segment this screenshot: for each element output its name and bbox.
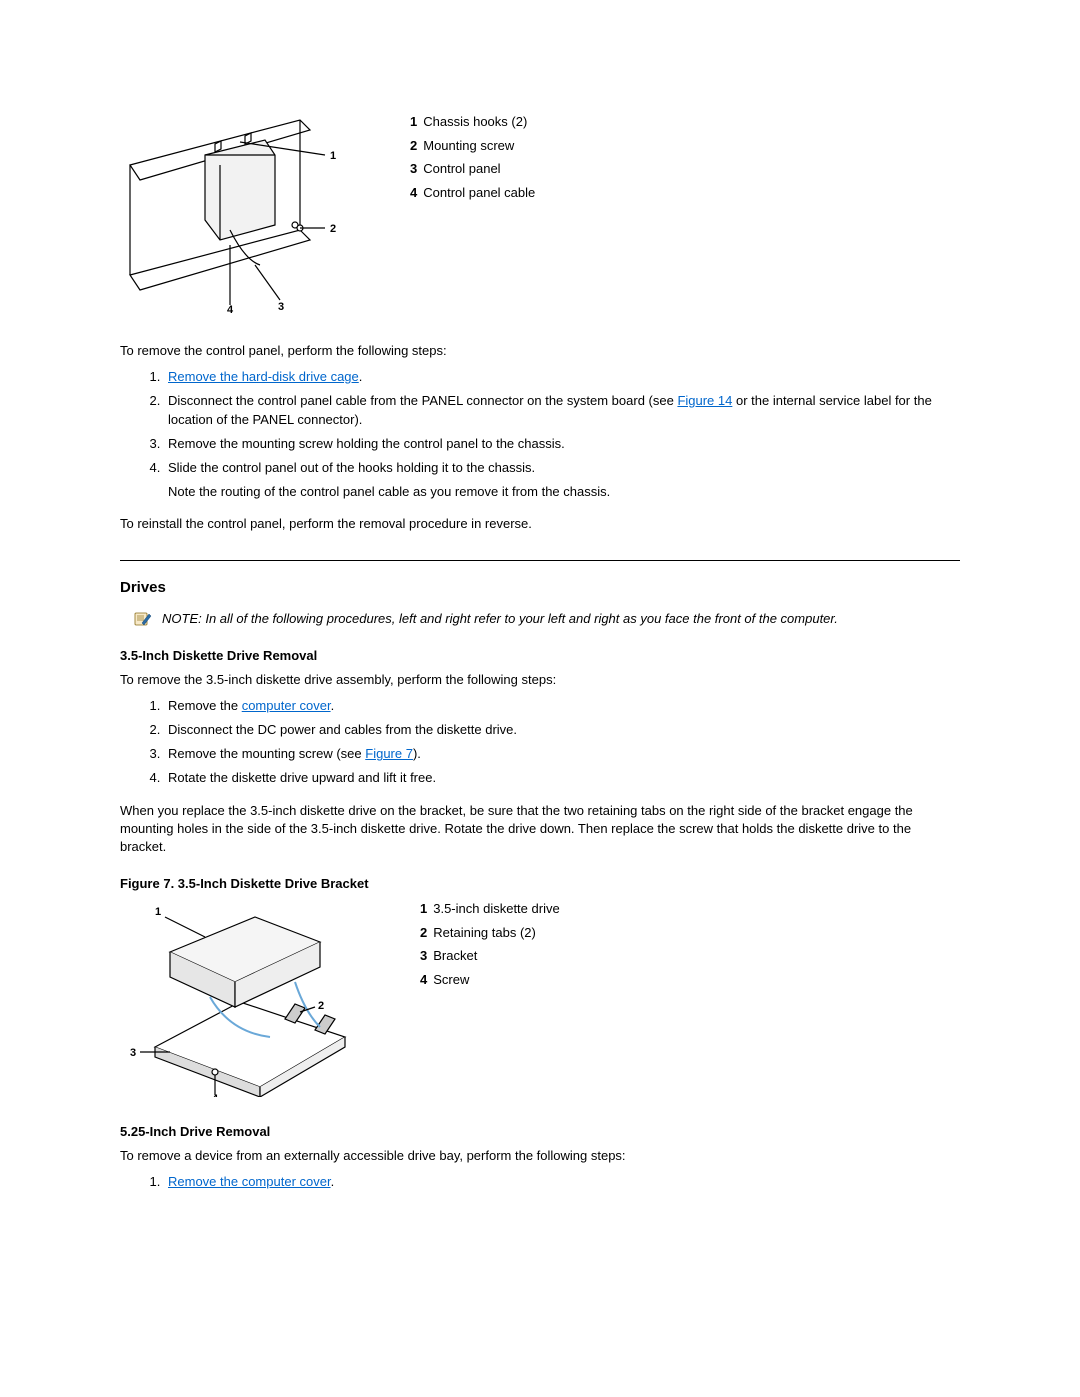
note-text: NOTE: In all of the following procedures…	[162, 610, 838, 628]
drives-heading: Drives	[120, 579, 960, 596]
step-4: Slide the control panel out of the hooks…	[164, 459, 960, 501]
s35-1-pre: Remove the	[168, 698, 242, 713]
legend-num: 3	[420, 944, 433, 968]
s35-step-1: Remove the computer cover.	[164, 697, 960, 715]
s525-step-1: Remove the computer cover.	[164, 1173, 960, 1191]
legend-label: Retaining tabs (2)	[433, 921, 565, 945]
legend-num: 4	[420, 968, 433, 992]
legend-label: Mounting screw	[423, 134, 541, 158]
legend-label: Control panel cable	[423, 181, 541, 205]
step-3: Remove the mounting screw holding the co…	[164, 435, 960, 453]
svg-text:2: 2	[330, 223, 336, 235]
step-1-tail: .	[359, 369, 363, 384]
sub-35-steps: Remove the computer cover. Disconnect th…	[120, 697, 960, 788]
remove-computer-cover-link[interactable]: Remove the computer cover	[168, 1174, 331, 1189]
s525-1-tail: .	[331, 1174, 335, 1189]
sub-525-steps: Remove the computer cover.	[120, 1173, 960, 1191]
legend-label: Bracket	[433, 944, 565, 968]
reinstall-text: To reinstall the control panel, perform …	[120, 515, 960, 533]
s35-3-pre: Remove the mounting screw (see	[168, 746, 365, 761]
step-2-pre: Disconnect the control panel cable from …	[168, 393, 677, 408]
sub-35-intro: To remove the 3.5-inch diskette drive as…	[120, 671, 960, 689]
svg-text:3: 3	[278, 301, 284, 313]
svg-text:4: 4	[227, 304, 234, 315]
svg-text:1: 1	[155, 906, 161, 918]
computer-cover-link[interactable]: computer cover	[242, 698, 331, 713]
legend-label: Control panel	[423, 157, 541, 181]
figure-7-caption: Figure 7. 3.5-Inch Diskette Drive Bracke…	[120, 876, 960, 891]
figure-control-panel-legend: 1 Chassis hooks (2) 2 Mounting screw 3 C…	[410, 110, 541, 204]
svg-text:1: 1	[330, 150, 336, 162]
legend-num: 2	[420, 921, 433, 945]
s35-step-2: Disconnect the DC power and cables from …	[164, 721, 960, 739]
svg-text:4: 4	[212, 1093, 219, 1097]
figure-control-panel-row: 1 2 3 4 1 Chassis hooks (2) 2 Mounting s…	[120, 110, 960, 318]
legend-num: 1	[420, 897, 433, 921]
control-panel-steps: Remove the hard-disk drive cage. Disconn…	[120, 368, 960, 501]
legend-label: Screw	[433, 968, 565, 992]
figure-7-link[interactable]: Figure 7	[365, 746, 413, 761]
sub-525-heading: 5.25-Inch Drive Removal	[120, 1124, 960, 1139]
legend-label: 3.5-inch diskette drive	[433, 897, 565, 921]
figure-control-panel-image: 1 2 3 4	[120, 110, 350, 318]
figure-14-link[interactable]: Figure 14	[677, 393, 732, 408]
s35-3-post: ).	[413, 746, 421, 761]
sub-35-heading: 3.5-Inch Diskette Drive Removal	[120, 648, 960, 663]
legend-num: 2	[410, 134, 423, 158]
figure-7-row: 1 2 3 4 1 3.5-inch diskette drive 2 Reta…	[120, 897, 960, 1100]
intro-text: To remove the control panel, perform the…	[120, 342, 960, 360]
remove-hdd-cage-link[interactable]: Remove the hard-disk drive cage	[168, 369, 359, 384]
step-2: Disconnect the control panel cable from …	[164, 392, 960, 428]
step-1: Remove the hard-disk drive cage.	[164, 368, 960, 386]
note-row: NOTE: In all of the following procedures…	[134, 610, 960, 628]
step-4-text: Slide the control panel out of the hooks…	[168, 460, 535, 475]
legend-num: 3	[410, 157, 423, 181]
s35-step-4: Rotate the diskette drive upward and lif…	[164, 769, 960, 787]
s35-1-post: .	[331, 698, 335, 713]
step-4-note: Note the routing of the control panel ca…	[168, 483, 960, 501]
svg-text:2: 2	[318, 1000, 324, 1012]
note-icon	[134, 611, 152, 627]
s35-step-3: Remove the mounting screw (see Figure 7)…	[164, 745, 960, 763]
legend-label: Chassis hooks (2)	[423, 110, 541, 134]
sub-35-after: When you replace the 3.5-inch diskette d…	[120, 802, 960, 857]
legend-num: 1	[410, 110, 423, 134]
figure-7-legend: 1 3.5-inch diskette drive 2 Retaining ta…	[420, 897, 566, 991]
svg-text:3: 3	[130, 1047, 136, 1059]
section-divider	[120, 560, 960, 561]
sub-525-intro: To remove a device from an externally ac…	[120, 1147, 960, 1165]
legend-num: 4	[410, 181, 423, 205]
figure-7-image: 1 2 3 4	[120, 897, 360, 1100]
